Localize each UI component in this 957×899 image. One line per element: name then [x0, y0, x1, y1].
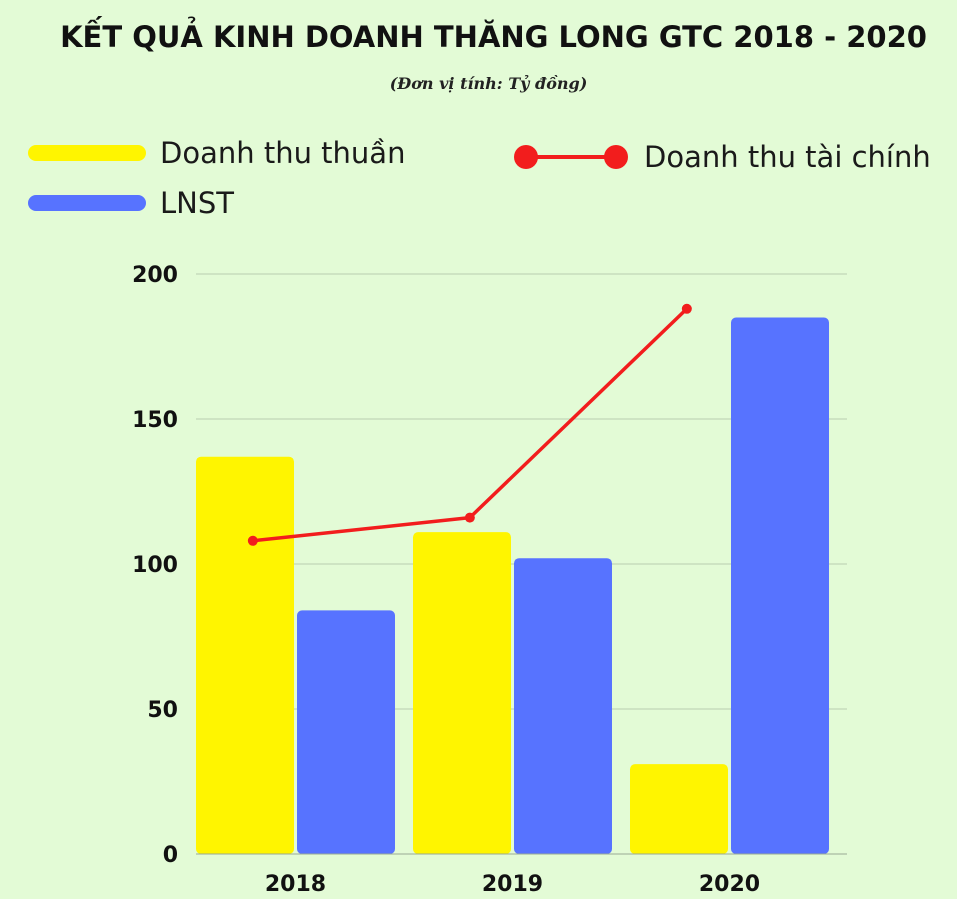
point-doanh-thu-tai-chinh-2018 — [247, 535, 258, 546]
bar-doanh-thu-thuan-2018 — [196, 456, 294, 854]
y-tick-label: 50 — [147, 698, 178, 723]
y-tick-label: 100 — [132, 553, 178, 578]
y-tick-label: 200 — [132, 263, 178, 288]
x-tick-label: 2020 — [699, 872, 760, 897]
x-tick-label: 2018 — [265, 872, 326, 897]
line-doanh-thu-tai-chinh — [252, 307, 689, 543]
legend-label-lnst: LNST — [160, 186, 234, 220]
legend-label-doanh-thu-tai-chinh: Doanh thu tài chính — [644, 140, 931, 174]
bar-lnst-2019 — [514, 558, 612, 854]
chart-subtitle: (Đơn vị tính: Tỷ đồng) — [389, 74, 588, 93]
legend-item-doanh-thu-tai-chinh: Doanh thu tài chính — [512, 140, 931, 174]
point-doanh-thu-tai-chinh-2020 — [681, 303, 692, 314]
legend-swatch-lnst — [28, 195, 146, 211]
legend-label-doanh-thu-thuan: Doanh thu thuần — [160, 136, 406, 170]
legend-swatch-doanh-thu-thuan — [28, 145, 146, 161]
bar-doanh-thu-thuan-2019 — [413, 532, 511, 854]
chart-title: KẾT QUẢ KINH DOANH THĂNG LONG GTC 2018 -… — [60, 20, 927, 54]
legend-item-doanh-thu-thuan: Doanh thu thuần — [28, 136, 405, 170]
x-tick-label: 2019 — [482, 872, 543, 897]
point-doanh-thu-tai-chinh-2019 — [464, 512, 475, 523]
y-tick-label: 150 — [132, 408, 178, 433]
bar-lnst-2018 — [297, 610, 395, 854]
bar-doanh-thu-thuan-2020 — [630, 764, 728, 854]
legend-swatch-doanh-thu-tai-chinh — [514, 145, 628, 169]
legend-item-lnst: LNST — [28, 186, 234, 220]
bar-lnst-2020 — [731, 317, 829, 854]
y-tick-label: 0 — [163, 843, 178, 868]
